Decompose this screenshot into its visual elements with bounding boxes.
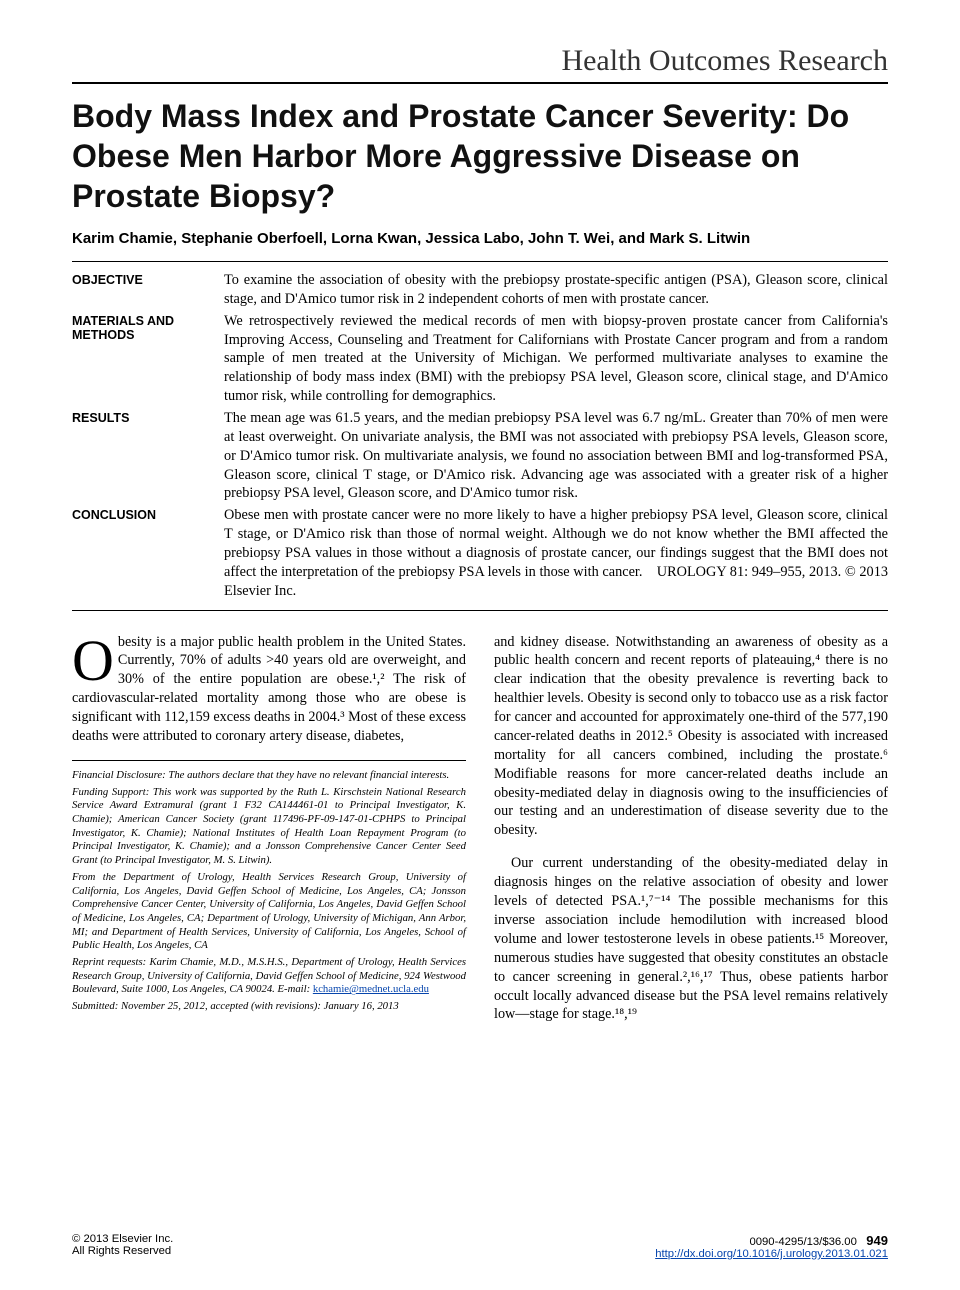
section-header: Health Outcomes Research — [72, 44, 888, 84]
abstract-row-objective: OBJECTIVE To examine the association of … — [72, 271, 888, 309]
abstract: OBJECTIVE To examine the association of … — [72, 261, 888, 611]
footnotes: Financial Disclosure: The authors declar… — [72, 760, 466, 1014]
abstract-text: The mean age was 61.5 years, and the med… — [224, 409, 888, 503]
footer-right: 0090-4295/13/$36.00 949 http://dx.doi.or… — [655, 1233, 888, 1260]
right-column: and kidney disease. Notwithstanding an a… — [494, 633, 888, 1039]
abstract-label: RESULTS — [72, 409, 224, 503]
footnote-disclosure: Financial Disclosure: The authors declar… — [72, 769, 466, 783]
issn: 0090-4295/13/$36.00 — [749, 1236, 856, 1248]
abstract-row-conclusion: CONCLUSION Obese men with prostate cance… — [72, 506, 888, 600]
abstract-text: To examine the association of obesity wi… — [224, 271, 888, 309]
page-number: 949 — [866, 1233, 888, 1248]
body-para: and kidney disease. Notwithstanding an a… — [494, 633, 888, 841]
footnote-funding: Funding Support: This work was supported… — [72, 786, 466, 868]
abstract-label: MATERIALS AND METHODS — [72, 312, 224, 406]
abstract-label: OBJECTIVE — [72, 271, 224, 309]
body-para: Obesity is a major public health problem… — [72, 633, 466, 746]
authors: Karim Chamie, Stephanie Oberfoell, Lorna… — [72, 230, 888, 247]
email-link[interactable]: kchamie@mednet.ucla.edu — [313, 983, 429, 995]
abstract-row-methods: MATERIALS AND METHODS We retrospectively… — [72, 312, 888, 406]
dropcap: O — [72, 633, 118, 685]
abstract-text: We retrospectively reviewed the medical … — [224, 312, 888, 406]
footer-left: © 2013 Elsevier Inc. All Rights Reserved — [72, 1233, 173, 1260]
footnote-reprints: Reprint requests: Karim Chamie, M.D., M.… — [72, 956, 466, 997]
copyright: © 2013 Elsevier Inc. — [72, 1233, 173, 1245]
footnote-from: From the Department of Urology, Health S… — [72, 871, 466, 953]
rights: All Rights Reserved — [72, 1245, 171, 1257]
article-title: Body Mass Index and Prostate Cancer Seve… — [72, 96, 888, 216]
page-footer: © 2013 Elsevier Inc. All Rights Reserved… — [72, 1233, 888, 1260]
footnote-submitted: Submitted: November 25, 2012, accepted (… — [72, 1000, 466, 1014]
body-columns: Obesity is a major public health problem… — [72, 633, 888, 1039]
doi-link[interactable]: http://dx.doi.org/10.1016/j.urology.2013… — [655, 1248, 888, 1260]
body-text: besity is a major public health problem … — [72, 634, 466, 744]
abstract-label: CONCLUSION — [72, 506, 224, 600]
left-column: Obesity is a major public health problem… — [72, 633, 466, 1039]
abstract-row-results: RESULTS The mean age was 61.5 years, and… — [72, 409, 888, 503]
abstract-text: Obese men with prostate cancer were no m… — [224, 506, 888, 600]
body-para: Our current understanding of the obesity… — [494, 854, 888, 1024]
